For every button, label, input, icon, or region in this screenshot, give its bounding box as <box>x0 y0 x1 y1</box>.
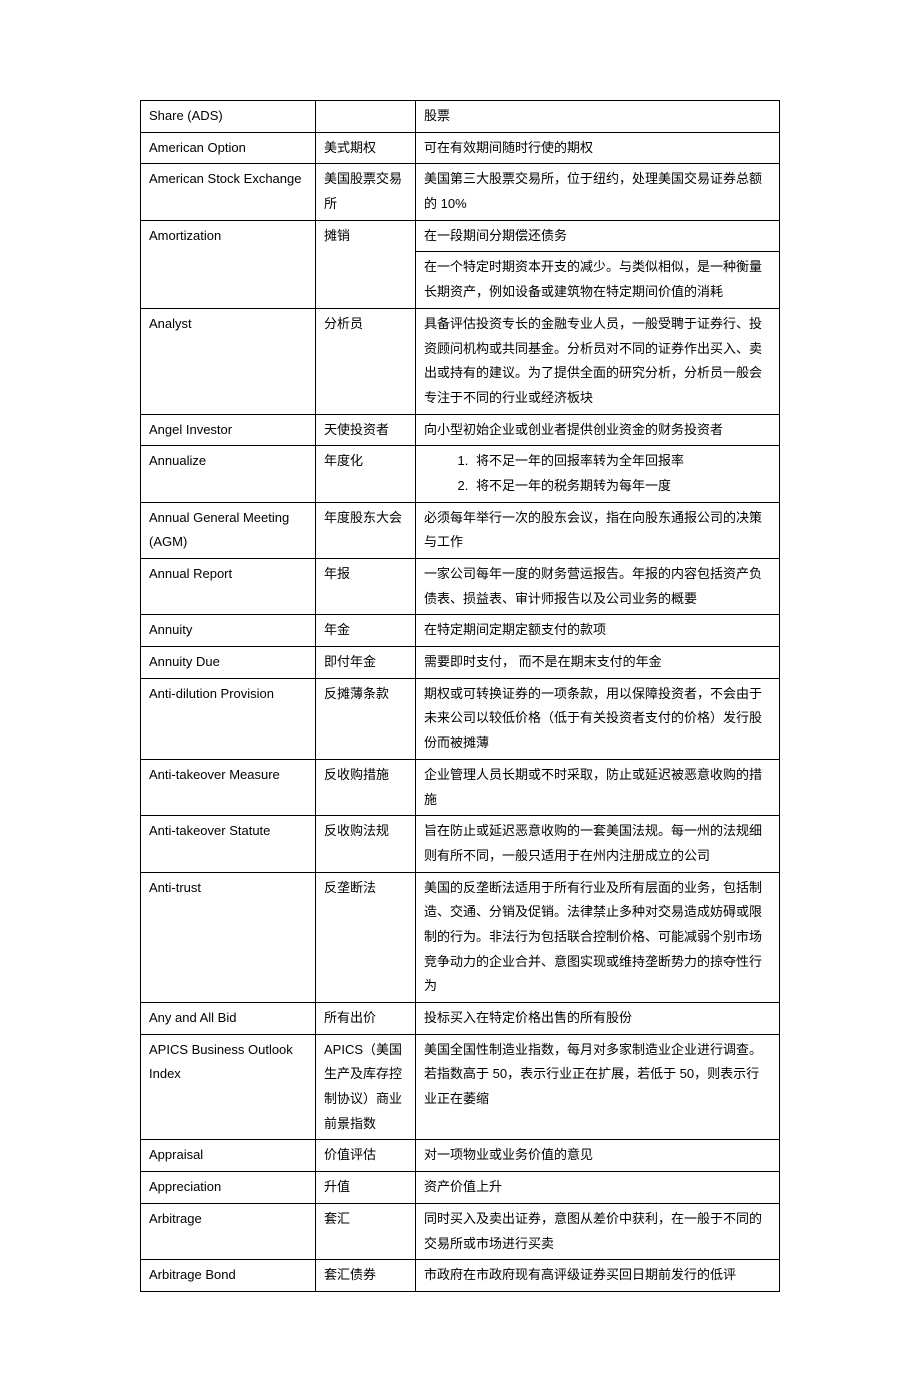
table-row: Arbitrage套汇同时买入及卖出证券，意图从差价中获利，在一般于不同的交易所… <box>141 1203 780 1259</box>
table-row: American Stock Exchange美国股票交易所美国第三大股票交易所… <box>141 164 780 220</box>
definition-text: 企业管理人员长期或不时采取，防止或延迟被恶意收购的措施 <box>416 759 780 815</box>
definition-list: 将不足一年的回报率转为全年回报率将不足一年的税务期转为每年一度 <box>424 449 771 498</box>
chinese-term: 反摊薄条款 <box>316 678 416 759</box>
chinese-term: 升值 <box>316 1172 416 1204</box>
table-row: Share (ADS) 股票 <box>141 101 780 133</box>
definition-text: 一家公司每年一度的财务营运报告。年报的内容包括资产负债表、损益表、审计师报告以及… <box>416 559 780 615</box>
chinese-term: 套汇 <box>316 1203 416 1259</box>
chinese-term: 美国股票交易所 <box>316 164 416 220</box>
definition-text: 在特定期间定期定额支付的款项 <box>416 615 780 647</box>
table-row: Amortization摊销在一段期间分期偿还债务 <box>141 220 780 252</box>
definition-text: 对一项物业或业务价值的意见 <box>416 1140 780 1172</box>
table-row: Annuity年金在特定期间定期定额支付的款项 <box>141 615 780 647</box>
definition-text: 必须每年举行一次的股东会议，指在向股东通报公司的决策与工作 <box>416 502 780 558</box>
definition-list-item: 将不足一年的回报率转为全年回报率 <box>472 449 771 474</box>
table-row: Annual General Meeting (AGM)年度股东大会必须每年举行… <box>141 502 780 558</box>
table-row: Arbitrage Bond套汇债券市政府在市政府现有高评级证券买回日期前发行的… <box>141 1260 780 1292</box>
definition-text: 股票 <box>416 101 780 133</box>
table-row: American Option美式期权可在有效期间随时行使的期权 <box>141 132 780 164</box>
definition-text: 需要即时支付， 而不是在期末支付的年金 <box>416 647 780 679</box>
english-term: Analyst <box>141 308 316 414</box>
chinese-term: 年度化 <box>316 446 416 502</box>
english-term: Any and All Bid <box>141 1003 316 1035</box>
chinese-term: APICS（美国生产及库存控制协议）商业前景指数 <box>316 1034 416 1140</box>
english-term: Annual Report <box>141 559 316 615</box>
chinese-term: 所有出价 <box>316 1003 416 1035</box>
english-term: Amortization <box>141 220 316 308</box>
table-row: Annual Report年报一家公司每年一度的财务营运报告。年报的内容包括资产… <box>141 559 780 615</box>
english-term: Annuity <box>141 615 316 647</box>
english-term: Annuity Due <box>141 647 316 679</box>
table-row: Analyst分析员具备评估投资专长的金融专业人员，一般受聘于证券行、投资顾问机… <box>141 308 780 414</box>
english-term: Angel Investor <box>141 414 316 446</box>
chinese-term: 反收购措施 <box>316 759 416 815</box>
definition-text: 具备评估投资专长的金融专业人员，一般受聘于证券行、投资顾问机构或共同基金。分析员… <box>416 308 780 414</box>
definition-text: 美国第三大股票交易所，位于纽约，处理美国交易证券总额的 10% <box>416 164 780 220</box>
table-row: Anti-dilution Provision反摊薄条款期权或可转换证券的一项条… <box>141 678 780 759</box>
chinese-term: 分析员 <box>316 308 416 414</box>
table-row: Annualize年度化将不足一年的回报率转为全年回报率将不足一年的税务期转为每… <box>141 446 780 502</box>
definition-text: 资产价值上升 <box>416 1172 780 1204</box>
table-row: Anti-takeover Statute反收购法规旨在防止或延迟恶意收购的一套… <box>141 816 780 872</box>
definition-text: 将不足一年的回报率转为全年回报率将不足一年的税务期转为每年一度 <box>416 446 780 502</box>
english-term: Anti-trust <box>141 872 316 1002</box>
definition-text: 期权或可转换证券的一项条款，用以保障投资者，不会由于未来公司以较低价格（低于有关… <box>416 678 780 759</box>
definition-text: 向小型初始企业或创业者提供创业资金的财务投资者 <box>416 414 780 446</box>
glossary-table: Share (ADS)股票American Option美式期权可在有效期间随时… <box>140 100 780 1292</box>
english-term: Arbitrage <box>141 1203 316 1259</box>
table-row: Appraisal价值评估对一项物业或业务价值的意见 <box>141 1140 780 1172</box>
table-row: Annuity Due即付年金需要即时支付， 而不是在期末支付的年金 <box>141 647 780 679</box>
english-term: Appraisal <box>141 1140 316 1172</box>
english-term: Arbitrage Bond <box>141 1260 316 1292</box>
english-term: Annualize <box>141 446 316 502</box>
definition-text: 美国全国性制造业指数，每月对多家制造业企业进行调查。若指数高于 50，表示行业正… <box>416 1034 780 1140</box>
chinese-term: 套汇债券 <box>316 1260 416 1292</box>
english-term: Anti-dilution Provision <box>141 678 316 759</box>
definition-text: 可在有效期间随时行使的期权 <box>416 132 780 164</box>
definition-list-item: 将不足一年的税务期转为每年一度 <box>472 474 771 499</box>
table-row: Anti-takeover Measure反收购措施企业管理人员长期或不时采取，… <box>141 759 780 815</box>
table-row: Angel Investor天使投资者向小型初始企业或创业者提供创业资金的财务投… <box>141 414 780 446</box>
definition-text: 投标买入在特定价格出售的所有股份 <box>416 1003 780 1035</box>
definition-text: 美国的反垄断法适用于所有行业及所有层面的业务，包括制造、交通、分销及促销。法律禁… <box>416 872 780 1002</box>
chinese-term: 摊销 <box>316 220 416 308</box>
chinese-term: 反垄断法 <box>316 872 416 1002</box>
table-row: Appreciation升值资产价值上升 <box>141 1172 780 1204</box>
english-term: American Stock Exchange <box>141 164 316 220</box>
definition-text: 旨在防止或延迟恶意收购的一套美国法规。每一州的法规细则有所不同，一般只适用于在州… <box>416 816 780 872</box>
chinese-term: 年度股东大会 <box>316 502 416 558</box>
english-term: Appreciation <box>141 1172 316 1204</box>
english-term: American Option <box>141 132 316 164</box>
english-term: APICS Business Outlook Index <box>141 1034 316 1140</box>
chinese-term: 反收购法规 <box>316 816 416 872</box>
table-row: Any and All Bid所有出价投标买入在特定价格出售的所有股份 <box>141 1003 780 1035</box>
chinese-term: 美式期权 <box>316 132 416 164</box>
definition-text: 同时买入及卖出证券，意图从差价中获利，在一般于不同的交易所或市场进行买卖 <box>416 1203 780 1259</box>
chinese-term: 价值评估 <box>316 1140 416 1172</box>
definition-text: 在一个特定时期资本开支的减少。与类似相似，是一种衡量长期资产，例如设备或建筑物在… <box>416 252 780 308</box>
english-term: Share (ADS) <box>141 101 316 133</box>
table-row: Anti-trust反垄断法美国的反垄断法适用于所有行业及所有层面的业务，包括制… <box>141 872 780 1002</box>
english-term: Anti-takeover Measure <box>141 759 316 815</box>
chinese-term: 年金 <box>316 615 416 647</box>
chinese-term <box>316 101 416 133</box>
chinese-term: 即付年金 <box>316 647 416 679</box>
chinese-term: 天使投资者 <box>316 414 416 446</box>
table-row: APICS Business Outlook IndexAPICS（美国生产及库… <box>141 1034 780 1140</box>
chinese-term: 年报 <box>316 559 416 615</box>
definition-text: 在一段期间分期偿还债务 <box>416 220 780 252</box>
english-term: Annual General Meeting (AGM) <box>141 502 316 558</box>
english-term: Anti-takeover Statute <box>141 816 316 872</box>
definition-text: 市政府在市政府现有高评级证券买回日期前发行的低评 <box>416 1260 780 1292</box>
